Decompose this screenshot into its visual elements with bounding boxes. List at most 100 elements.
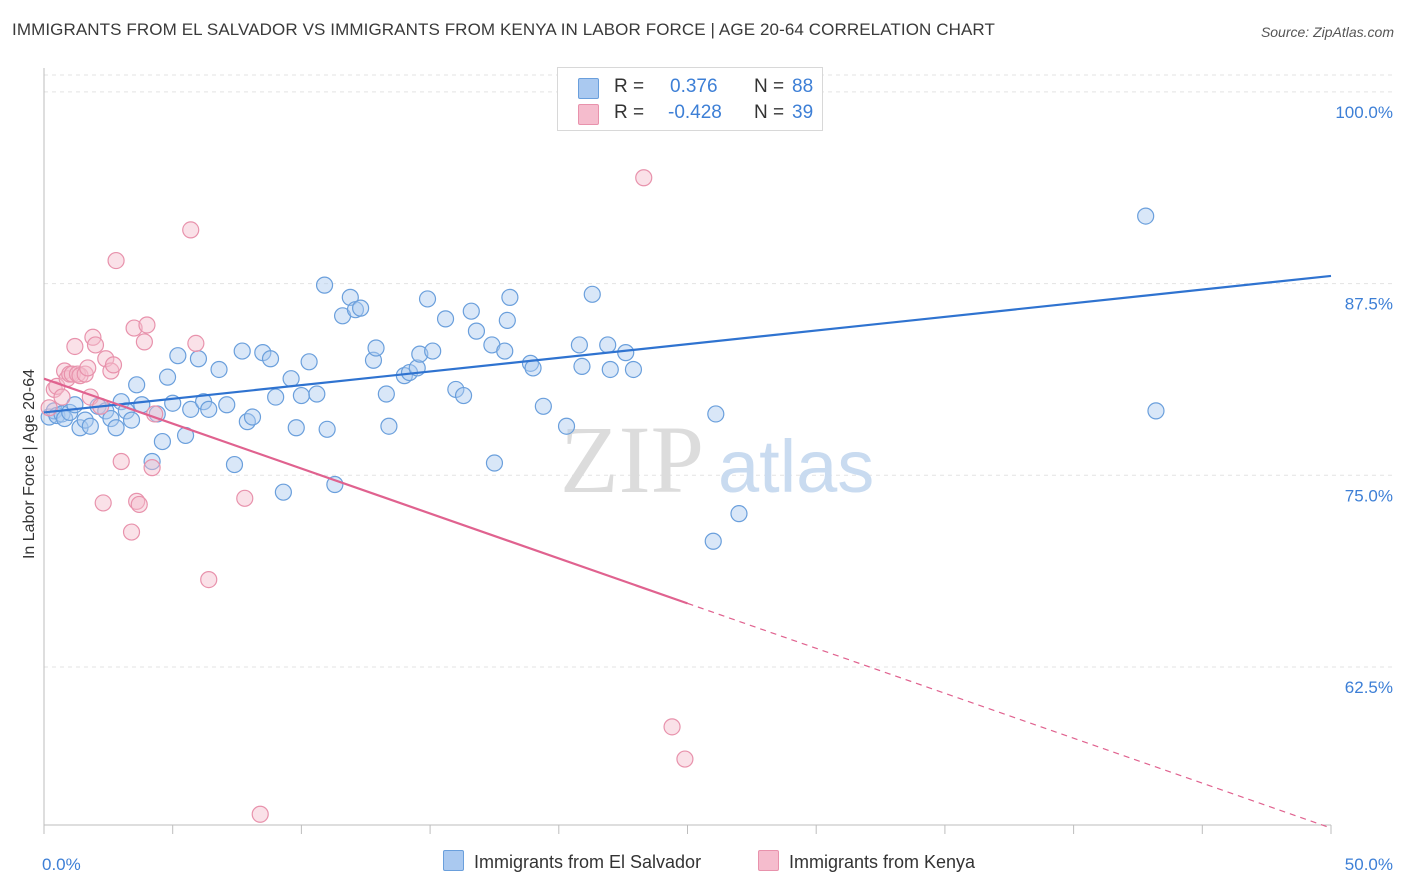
el-salvador-point	[1147, 402, 1165, 420]
kenya-legend-swatch	[758, 850, 779, 871]
el-salvador-point	[583, 285, 601, 303]
kenya-point	[104, 356, 123, 374]
y-tick-label: 62.5%	[1345, 678, 1393, 697]
el-salvador-point	[122, 411, 141, 429]
el-salvador-point	[624, 360, 643, 379]
el-salvador-point	[1137, 207, 1155, 225]
el-salvador-point	[153, 432, 172, 451]
r-value: 0.376	[670, 76, 718, 97]
el-salvador-point	[534, 397, 552, 415]
watermark-zip: ZIP	[560, 406, 704, 513]
el-salvador-point	[102, 409, 120, 428]
el-salvador-point	[315, 276, 334, 294]
el-salvador-point	[282, 370, 300, 388]
el-salvador-point	[436, 310, 455, 328]
el-salvador-point	[485, 454, 504, 472]
kenya-point	[66, 337, 84, 356]
n-value: 39	[792, 102, 814, 123]
kenya-point	[187, 334, 205, 353]
watermark: ZIP atlas	[560, 406, 874, 513]
el-salvador-point	[200, 400, 218, 418]
el-salvador-legend-swatch	[443, 850, 464, 871]
el-salvador-point	[411, 345, 429, 363]
el-salvador-point	[380, 417, 398, 435]
kenya-point	[663, 718, 681, 736]
kenya-point	[130, 495, 148, 514]
el-salvador-point	[557, 417, 576, 435]
el-salvador-point	[81, 417, 99, 435]
kenya-point	[676, 750, 694, 768]
y-tick-label: 75.0%	[1345, 486, 1393, 505]
y-tick-label: 87.5%	[1345, 295, 1393, 314]
kenya-point	[128, 492, 146, 510]
el-salvador-point	[424, 342, 442, 360]
kenya-point	[251, 805, 269, 823]
el-salvador-point	[233, 342, 251, 360]
el-salvador-point	[462, 302, 480, 320]
y-tick-label: 100.0%	[1335, 103, 1393, 122]
el-salvador-point	[243, 408, 262, 426]
stats-legend: R = 0.376 N = 88 R = -0.428 N = 39	[557, 67, 823, 131]
kenya-point	[200, 571, 218, 589]
el-salvador-point	[287, 419, 305, 437]
source-credit: Source: ZipAtlas.com	[1260, 24, 1394, 40]
legend-item-el-salvador[interactable]: Immigrants from El Salvador	[443, 850, 701, 873]
el-salvador-point	[128, 376, 146, 394]
el-salvador-trend-line	[43, 274, 1332, 414]
el-salvador-point	[367, 339, 385, 357]
kenya-point	[125, 319, 143, 337]
kenya-point	[86, 336, 105, 354]
kenya-point	[40, 399, 58, 417]
el-salvador-point	[182, 400, 200, 418]
el-salvador-swatch	[578, 78, 599, 99]
el-salvador-point	[730, 505, 748, 523]
el-salvador-legend-label: Immigrants from El Salvador	[474, 852, 702, 872]
kenya-swatch	[578, 104, 599, 125]
chart-title: IMMIGRANTS FROM EL SALVADOR VS IMMIGRANT…	[12, 20, 995, 39]
kenya-point	[143, 459, 161, 477]
el-salvador-point	[300, 353, 318, 371]
el-salvador-point	[318, 420, 336, 438]
el-salvador-point	[292, 386, 310, 405]
el-salvador-point	[454, 386, 473, 405]
el-salvador-point	[143, 452, 161, 471]
el-salvador-point	[352, 299, 370, 317]
el-salvador-point	[496, 342, 514, 360]
el-salvador-point	[225, 455, 244, 474]
legend-item-kenya[interactable]: Immigrants from Kenya	[758, 850, 975, 873]
kenya-trend-extension	[687, 602, 1332, 829]
kenya-point	[122, 523, 141, 541]
el-salvador-point	[107, 419, 125, 437]
el-salvador-point	[707, 405, 725, 423]
trend-lines	[43, 274, 1332, 829]
el-salvador-point	[570, 336, 588, 354]
kenya-point	[79, 359, 97, 377]
el-salvador-point	[704, 532, 722, 550]
n-label: N =	[754, 76, 785, 97]
n-label: N =	[754, 102, 785, 123]
kenya-legend-label: Immigrants from Kenya	[789, 852, 976, 872]
el-salvador-point	[573, 357, 591, 376]
el-salvador-point	[418, 290, 437, 308]
tick-labels: 62.5% 75.0% 87.5% 100.0% 0.0% 50.0%	[42, 103, 1393, 874]
axis-layer	[43, 68, 1332, 834]
grid-layer	[44, 74, 1392, 668]
el-salvador-point	[210, 360, 228, 379]
el-salvador-point	[617, 344, 635, 362]
kenya-trend-line	[43, 377, 688, 605]
el-salvador-points	[40, 207, 1165, 550]
el-salvador-point	[238, 413, 256, 431]
r-label: R =	[614, 76, 645, 97]
kenya-point	[635, 169, 653, 187]
el-salvador-point	[274, 483, 292, 501]
n-value: 88	[792, 76, 814, 97]
el-salvador-point	[524, 359, 542, 377]
kenya-point	[236, 489, 254, 507]
kenya-point	[182, 221, 200, 239]
el-salvador-point	[601, 360, 619, 379]
kenya-point	[107, 251, 125, 270]
el-salvador-point	[377, 385, 395, 403]
y-axis-label: In Labor Force | Age 20-64	[21, 368, 38, 560]
kenya-point	[94, 494, 112, 512]
